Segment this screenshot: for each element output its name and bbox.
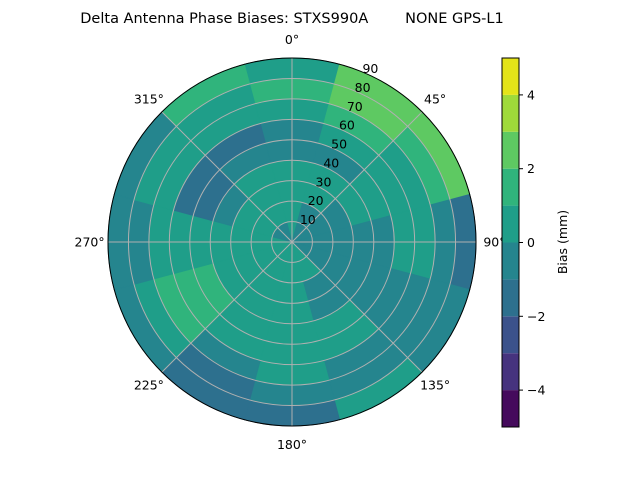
colorbar-segment xyxy=(502,94,519,132)
angular-gridline xyxy=(161,241,293,373)
polar-frame xyxy=(107,57,477,427)
colorbar-tick-label: −2 xyxy=(527,309,545,324)
angular-tick-label: 0° xyxy=(285,32,299,47)
radial-tick-label: 10 xyxy=(300,212,316,227)
angular-tick-label: 315° xyxy=(134,91,164,106)
radial-tick-label: 80 xyxy=(355,80,371,95)
colorbar-segment xyxy=(502,242,519,280)
angular-gridline xyxy=(291,241,423,373)
radial-tick-labels: 10 20 30 40 50 60 70 80 90 xyxy=(300,61,379,227)
colorbar-tick-label: −4 xyxy=(527,383,545,398)
angular-gridline xyxy=(291,111,423,243)
angular-gridline xyxy=(161,111,293,243)
radial-tick-label: 20 xyxy=(308,193,324,208)
radial-tick-label: 70 xyxy=(347,99,363,114)
angular-tick-label: 45° xyxy=(424,91,446,106)
colorbar-segment xyxy=(502,58,519,95)
colorbar-segment xyxy=(502,279,519,317)
radial-tick-label: 90 xyxy=(362,61,378,76)
colorbar-segment xyxy=(502,353,519,391)
polar-grid xyxy=(108,58,476,426)
colorbar-segment xyxy=(502,168,519,206)
colorbar-segment xyxy=(502,316,519,354)
colorbar-segment xyxy=(502,131,519,169)
radial-tick-label: 50 xyxy=(331,137,347,152)
angular-tick-labels: 0° 45° 90° 135° 180° 225° 270° 315° xyxy=(75,32,506,452)
colorbar-tick-label: 0 xyxy=(527,235,535,250)
colorbar-segment xyxy=(502,205,519,243)
radial-tick-label: 30 xyxy=(316,174,332,189)
radial-tick-label: 40 xyxy=(323,155,339,170)
colorbar-label: Bias (mm) xyxy=(555,210,570,274)
colorbar: 4 2 0 −2 −4 xyxy=(501,57,545,428)
colorbar-tick-label: 2 xyxy=(527,161,535,176)
colorbar-tick-label: 4 xyxy=(527,87,535,102)
radial-tick-label: 60 xyxy=(339,118,355,133)
chart-title: Delta Antenna Phase Biases: STXS990A NON… xyxy=(80,11,503,27)
colorbar-segment xyxy=(502,390,519,427)
angular-tick-label: 270° xyxy=(75,235,105,250)
angular-tick-label: 180° xyxy=(277,437,307,452)
angular-tick-label: 90° xyxy=(483,235,505,250)
angular-tick-label: 225° xyxy=(134,378,164,393)
angular-tick-label: 135° xyxy=(420,378,450,393)
